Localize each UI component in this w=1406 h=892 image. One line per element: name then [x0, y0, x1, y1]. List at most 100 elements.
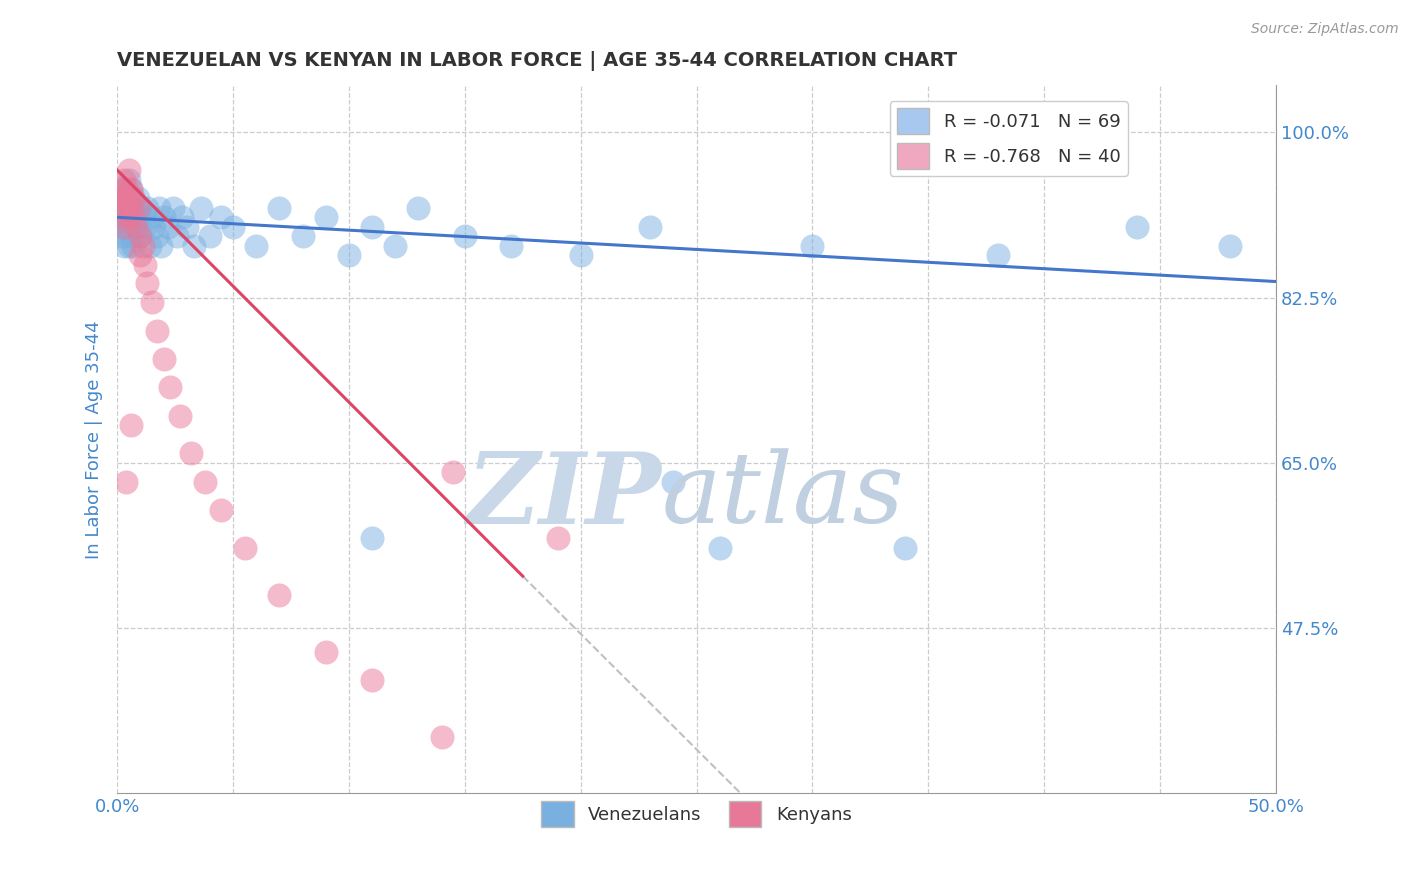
Point — [131, 238, 153, 252]
Text: atlas: atlas — [662, 449, 904, 543]
Point — [190, 201, 212, 215]
Point — [166, 229, 188, 244]
Point — [118, 238, 141, 252]
Point — [120, 182, 142, 196]
Point — [108, 182, 131, 196]
Point — [118, 201, 141, 215]
Point — [291, 229, 314, 244]
Point — [115, 211, 138, 225]
Point — [145, 229, 167, 244]
Point — [129, 229, 152, 244]
Point — [127, 211, 149, 225]
Point — [112, 172, 135, 186]
Point — [108, 201, 131, 215]
Point — [141, 211, 163, 225]
Point — [337, 248, 360, 262]
Point — [134, 258, 156, 272]
Point — [122, 191, 145, 205]
Point — [108, 219, 131, 234]
Point — [361, 673, 384, 687]
Y-axis label: In Labor Force | Age 35-44: In Labor Force | Age 35-44 — [86, 320, 103, 558]
Point — [269, 588, 291, 602]
Point — [120, 418, 142, 433]
Point — [408, 201, 430, 215]
Text: VENEZUELAN VS KENYAN IN LABOR FORCE | AGE 35-44 CORRELATION CHART: VENEZUELAN VS KENYAN IN LABOR FORCE | AG… — [117, 51, 957, 70]
Point — [361, 219, 384, 234]
Point — [176, 219, 198, 234]
Point — [501, 238, 523, 252]
Point — [430, 730, 453, 744]
Point — [122, 191, 145, 205]
Point — [120, 182, 142, 196]
Point — [112, 211, 135, 225]
Point — [384, 238, 406, 252]
Point — [152, 211, 174, 225]
Point — [1219, 238, 1241, 252]
Point — [120, 229, 142, 244]
Point — [183, 238, 205, 252]
Point — [152, 351, 174, 366]
Point — [138, 238, 160, 252]
Point — [315, 645, 337, 659]
Point — [127, 191, 149, 205]
Point — [118, 219, 141, 234]
Point — [143, 219, 166, 234]
Point — [122, 211, 145, 225]
Point — [131, 211, 153, 225]
Point — [111, 211, 134, 225]
Point — [115, 201, 138, 215]
Point — [269, 201, 291, 215]
Point — [145, 324, 167, 338]
Point — [162, 201, 184, 215]
Point — [127, 201, 149, 215]
Point — [129, 201, 152, 215]
Point — [169, 409, 191, 423]
Point — [115, 191, 138, 205]
Point — [211, 503, 233, 517]
Legend: Venezuelans, Kenyans: Venezuelans, Kenyans — [534, 794, 859, 834]
Point — [198, 229, 221, 244]
Point — [125, 201, 148, 215]
Point — [108, 191, 131, 205]
Point — [157, 219, 180, 234]
Point — [118, 163, 141, 178]
Point — [111, 191, 134, 205]
Point — [180, 446, 202, 460]
Point — [569, 248, 592, 262]
Point — [148, 201, 170, 215]
Point — [222, 219, 245, 234]
Point — [112, 182, 135, 196]
Point — [112, 219, 135, 234]
Point — [159, 380, 181, 394]
Point — [115, 475, 138, 489]
Point — [638, 219, 661, 234]
Point — [233, 541, 256, 555]
Point — [454, 229, 477, 244]
Point — [115, 229, 138, 244]
Point — [136, 201, 159, 215]
Point — [120, 211, 142, 225]
Point — [801, 238, 824, 252]
Text: ZIP: ZIP — [467, 448, 662, 544]
Point — [172, 211, 194, 225]
Point — [315, 211, 337, 225]
Point — [194, 475, 217, 489]
Point — [111, 201, 134, 215]
Point — [122, 238, 145, 252]
Point — [361, 532, 384, 546]
Point — [111, 229, 134, 244]
Point — [129, 229, 152, 244]
Point — [125, 219, 148, 234]
Text: Source: ZipAtlas.com: Source: ZipAtlas.com — [1251, 22, 1399, 37]
Point — [112, 191, 135, 205]
Point — [111, 211, 134, 225]
Point — [141, 295, 163, 310]
Point — [709, 541, 731, 555]
Point — [662, 475, 685, 489]
Point — [129, 248, 152, 262]
Point — [118, 191, 141, 205]
Point — [122, 219, 145, 234]
Point — [118, 172, 141, 186]
Point — [441, 465, 464, 479]
Point — [120, 201, 142, 215]
